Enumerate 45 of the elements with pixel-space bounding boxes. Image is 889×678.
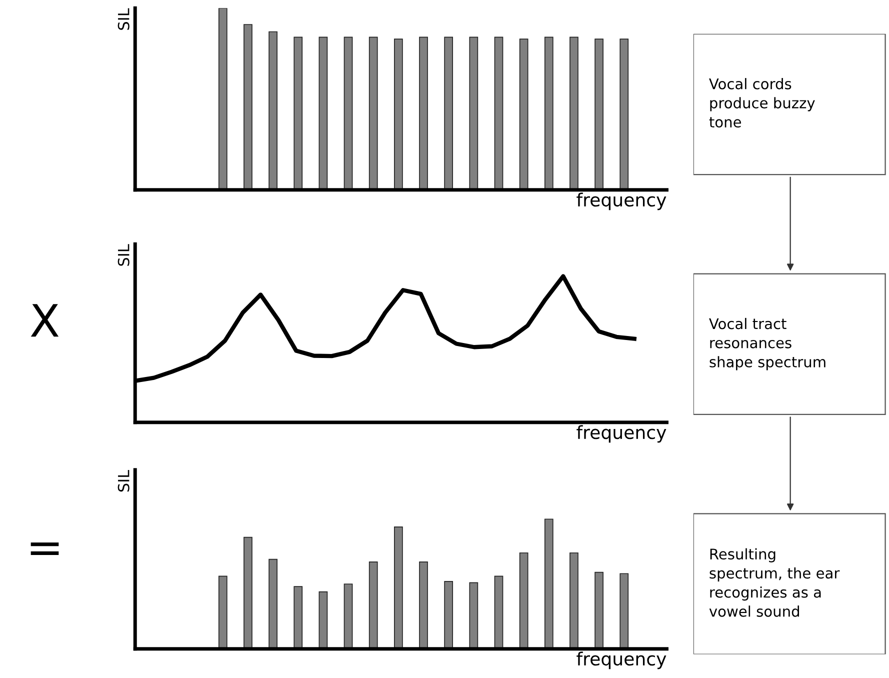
- y-axis-title: SIL: [118, 8, 130, 30]
- bar: [318, 36, 328, 190]
- bar: [519, 552, 528, 649]
- text: Resulting spectrum, the ear recognizes as a vowel sound: [709, 548, 840, 617]
- text: X: [30, 304, 59, 337]
- bar: [368, 36, 378, 190]
- bar: [244, 536, 252, 649]
- bar: [344, 584, 353, 649]
- bar: [519, 38, 528, 190]
- bar: [544, 518, 554, 649]
- bar: [494, 36, 504, 190]
- bar: [469, 582, 478, 649]
- bar: [620, 38, 629, 190]
- bar: [494, 576, 504, 649]
- bar: [368, 562, 378, 649]
- bar: [620, 573, 629, 649]
- bar: [294, 586, 303, 649]
- bar: [444, 36, 454, 190]
- y-axis-title: SIL: [118, 244, 130, 266]
- text: Vocal tract resonances shape spectrum: [709, 318, 826, 370]
- bar: [268, 31, 278, 190]
- bar: [594, 38, 604, 190]
- bar: [469, 36, 478, 190]
- bar: [218, 8, 228, 190]
- text: =: [30, 542, 59, 556]
- bar: [394, 526, 403, 649]
- bar: [419, 562, 428, 649]
- bar: [218, 576, 228, 649]
- bar: [419, 36, 428, 190]
- bar: [570, 36, 578, 190]
- bar: [444, 580, 454, 649]
- bar: [570, 552, 578, 649]
- bar: [294, 36, 303, 190]
- bar: [344, 36, 353, 190]
- y-axis-title: SIL: [118, 470, 130, 492]
- x-axis-title: frequency: [576, 652, 666, 670]
- bar: [544, 36, 554, 190]
- bar: [318, 591, 328, 649]
- bar: [244, 24, 252, 190]
- bar: [594, 572, 604, 649]
- x-axis-title: frequency: [576, 425, 666, 443]
- bar: [394, 38, 403, 190]
- text: Vocal cords produce buzzy tone: [709, 78, 815, 128]
- x-axis-title: frequency: [576, 192, 666, 210]
- bar: [268, 558, 278, 649]
